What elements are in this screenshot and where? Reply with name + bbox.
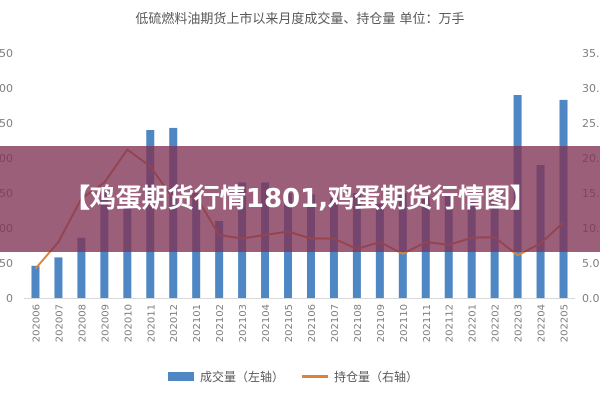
x-tick-label: 202012 bbox=[169, 304, 180, 342]
x-tick-label: 202105 bbox=[284, 304, 295, 342]
x-tick-label: 202007 bbox=[54, 304, 65, 342]
x-tick-label: 202106 bbox=[307, 304, 318, 342]
volume-bar bbox=[54, 257, 63, 298]
x-tick-label: 202112 bbox=[445, 304, 456, 342]
legend-label-volume: 成交量（左轴） bbox=[200, 370, 285, 384]
right-tick-label: 25.0 bbox=[582, 117, 600, 130]
right-tick-label: 0.0 bbox=[582, 292, 600, 305]
x-tick-label: 202204 bbox=[537, 304, 548, 342]
volume-bar bbox=[123, 207, 132, 298]
right-tick-label: 35.0 bbox=[582, 47, 600, 60]
legend-item-volume: 成交量（左轴） bbox=[168, 368, 284, 385]
title-banner: 【鸡蛋期货行情1801,鸡蛋期货行情图】 bbox=[0, 146, 600, 252]
x-tick-label: 202103 bbox=[238, 304, 249, 342]
x-tick-label: 202108 bbox=[353, 304, 364, 342]
right-tick-label: 30.0 bbox=[582, 82, 600, 95]
x-tick-label: 202201 bbox=[468, 304, 479, 342]
x-tick-label: 202010 bbox=[123, 304, 134, 342]
left-tick-label: 50 bbox=[0, 257, 13, 270]
x-tick-label: 202008 bbox=[77, 304, 88, 342]
chart-title: 低硫燃料油期货上市以来月度成交量、持仓量 单位：万手 bbox=[135, 11, 464, 27]
x-tick-label: 202109 bbox=[376, 304, 387, 342]
left-tick-label: 300 bbox=[0, 82, 13, 95]
x-tick-label: 202009 bbox=[100, 304, 111, 342]
x-tick-label: 202104 bbox=[261, 304, 272, 342]
x-tick-label: 202011 bbox=[146, 304, 157, 342]
legend-item-open-interest: 持仓量（右轴） bbox=[302, 368, 418, 385]
legend-swatch-volume bbox=[168, 372, 194, 381]
volume-bar bbox=[77, 237, 86, 298]
right-tick-label: 5.0 bbox=[582, 257, 600, 270]
volume-bar bbox=[31, 265, 40, 298]
x-tick-label: 202107 bbox=[330, 304, 341, 342]
legend-swatch-open-interest bbox=[302, 375, 328, 378]
banner-title: 【鸡蛋期货行情1801,鸡蛋期货行情图】 bbox=[63, 184, 537, 214]
x-tick-label: 202205 bbox=[560, 304, 571, 342]
left-tick-label: 350 bbox=[0, 47, 13, 60]
x-tick-label: 202202 bbox=[491, 304, 502, 342]
volume-bar bbox=[215, 221, 224, 298]
x-tick-label: 202101 bbox=[192, 304, 203, 342]
x-axis-ticks: 202006 202007 202008 202009 202010 202011 2020… bbox=[31, 304, 570, 342]
left-tick-label: 0 bbox=[6, 292, 13, 305]
x-tick-label: 202110 bbox=[399, 304, 410, 342]
x-tick-label: 202102 bbox=[215, 304, 226, 342]
x-tick-label: 202006 bbox=[31, 304, 42, 342]
x-tick-label: 202203 bbox=[514, 304, 525, 342]
legend-label-open-interest: 持仓量（右轴） bbox=[334, 370, 419, 384]
x-tick-label: 202111 bbox=[422, 304, 433, 342]
left-tick-label: 250 bbox=[0, 117, 13, 130]
